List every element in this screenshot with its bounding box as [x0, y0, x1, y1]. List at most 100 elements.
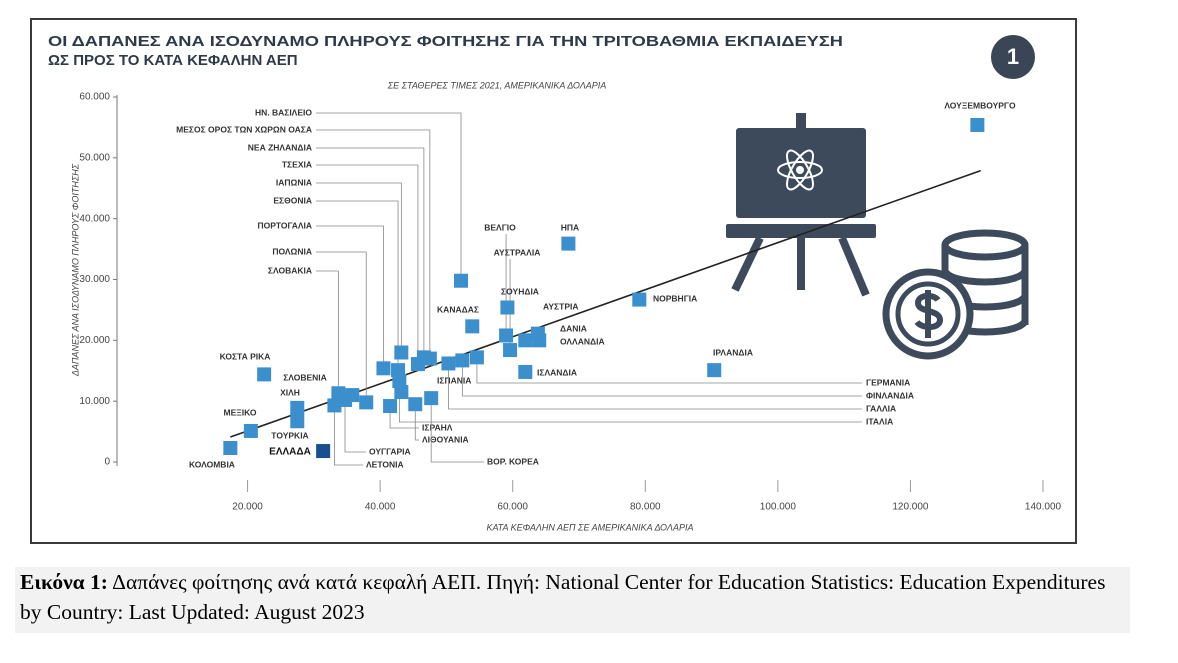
leader-line	[461, 367, 862, 397]
point	[518, 333, 533, 348]
point	[408, 397, 423, 412]
badge-number: 1	[1007, 44, 1019, 69]
x-tick-label: 100.000	[760, 502, 797, 513]
point-label: ΤΣΕΧΙΑ	[282, 159, 312, 169]
point	[499, 328, 514, 343]
leader-line	[448, 370, 862, 410]
point-label: ΦΙΝΛΑΝΔΙΑ	[866, 390, 914, 400]
x-tick-label: 20.000	[232, 502, 263, 513]
coins-icon	[882, 229, 1029, 360]
x-tick-label: 60.000	[497, 502, 528, 513]
coin-ring	[895, 281, 961, 347]
point-label: ΕΛΛΑΔΑ	[269, 447, 311, 458]
badge	[991, 35, 1035, 79]
point-label: ΙΑΠΩΝΙΑ	[276, 177, 312, 187]
chart-title: ΩΣ ΠΡΟΣ ΤΟ ΚΑΤΑ ΚΕΦΑΛΗΝ ΑΕΠ	[48, 52, 298, 69]
point	[223, 441, 238, 456]
chart: ΟΙ ΔΑΠΑΝΕΣ ΑΝΑ ΙΣΟΔΥΝΑΜΟ ΠΛΗΡΟΥΣ ΦΟΙΤΗΣΗ…	[30, 18, 1077, 544]
x-tick-label: 140.000	[1025, 502, 1062, 513]
easel-shelf	[726, 224, 876, 238]
point	[392, 374, 407, 389]
point-label: ΣΛΟΒΑΚΙΑ	[268, 265, 312, 275]
point	[383, 399, 398, 414]
point-label: ΟΥΓΓΑΡΙΑ	[369, 446, 411, 456]
point	[290, 400, 305, 415]
point	[257, 367, 272, 382]
point-label: ΠΟΛΩΝΙΑ	[272, 246, 312, 256]
point	[970, 117, 985, 132]
leader-line	[316, 129, 431, 352]
y-axis-label: ΔΑΠΑΝΕΣ ΑΝΑ ΙΣΟΔΥΝΑΜΟ ΠΛΗΡΟΥΣ ΦΟΙΤΗΣΗΣ	[70, 163, 80, 377]
leader-line	[430, 405, 484, 463]
easel-leg	[731, 236, 764, 292]
point-label: ΛΙΘΟΥΑΝΙΑ	[422, 434, 469, 444]
point	[424, 391, 439, 406]
leader-line	[316, 147, 425, 351]
point-label: ΒΕΛΓΙΟ	[484, 222, 516, 232]
point	[338, 392, 353, 407]
point-label: ΔΑΝΙΑ	[560, 323, 587, 333]
point-label: ΚΟΣΤΑ ΡΙΚΑ	[220, 351, 271, 361]
point-label: ΗΝ. ΒΑΣΙΛΕΙΟ	[255, 107, 312, 117]
leader-line	[398, 388, 862, 423]
point	[422, 351, 437, 366]
point	[394, 345, 409, 360]
leader-line	[389, 413, 419, 429]
point-label: ΟΛΛΑΝΔΙΑ	[560, 336, 605, 346]
y-tick-label: 30.000	[79, 274, 110, 285]
point-label: ΛΟΥΞΕΜΒΟΥΡΓΟ	[944, 100, 1016, 110]
point-label: ΚΑΝΑΔΑΣ	[437, 304, 479, 314]
point	[465, 319, 480, 334]
point-label: ΒΟΡ. ΚΟΡΕΑ	[487, 456, 539, 466]
point-label: ΜΕΣΟΣ ΟΡΟΣ ΤΩΝ ΧΩΡΩΝ ΟΑΣΑ	[176, 124, 312, 134]
y-tick-label: 60.000	[79, 92, 110, 103]
point-label: ΣΛΟΒΕΝΙΑ	[283, 372, 327, 382]
y-tick-label: 0	[104, 457, 110, 468]
leader-line	[316, 251, 367, 396]
point-label: ΓΑΛΛΙΑ	[866, 403, 896, 413]
y-tick-label: 10.000	[79, 396, 110, 407]
y-tick-label: 20.000	[79, 335, 110, 346]
point-label: ΙΣΛΑΝΔΙΑ	[537, 367, 577, 377]
leader-line	[316, 225, 384, 362]
point-label: ΕΣΘΟΝΙΑ	[273, 195, 312, 205]
easel-icon	[726, 113, 876, 297]
easel-top	[796, 113, 806, 129]
point-label: ΧΙΛΗ	[280, 387, 300, 397]
point	[500, 300, 515, 315]
orbit	[786, 149, 814, 191]
point-label: ΝΕΑ ΖΗΛΑΝΔΙΑ	[248, 142, 312, 152]
y-tick-label: 50.000	[79, 152, 110, 163]
point	[290, 414, 305, 429]
point-label: ΙΣΡΑΗΛ	[422, 422, 453, 432]
point-label: ΠΟΡΤΟΓΑΛΙΑ	[257, 220, 312, 230]
point	[469, 350, 484, 365]
point	[376, 361, 391, 376]
point	[632, 292, 647, 307]
atom-icon	[777, 149, 823, 191]
point	[391, 363, 406, 378]
point-label: ΛΕΤΟΝΙΑ	[366, 459, 404, 469]
point	[532, 333, 547, 348]
point-label: ΗΠΑ	[561, 222, 579, 232]
leader-line	[316, 200, 399, 364]
point	[316, 444, 331, 459]
leader-line	[316, 112, 462, 274]
point	[561, 236, 576, 251]
x-tick-label: 120.000	[892, 502, 929, 513]
chart-title: ΟΙ ΔΑΠΑΝΕΣ ΑΝΑ ΙΣΟΔΥΝΑΜΟ ΠΛΗΡΟΥΣ ΦΟΙΤΗΣΗ…	[48, 33, 843, 50]
point-label: ΑΥΣΤΡΑΛΙΑ	[494, 247, 541, 257]
leader-line	[316, 164, 419, 358]
point	[455, 353, 470, 368]
point-label: ΝΟΡΒΗΓΙΑ	[653, 293, 697, 303]
leader-line	[316, 182, 402, 346]
point	[327, 398, 342, 413]
x-axis-label: ΚΑΤΑ ΚΕΦΑΛΗΝ ΑΕΠ ΣΕ ΑΜΕΡΙΚΑΝΙΚΑ ΔΟΛΑΡΙΑ	[487, 522, 694, 532]
caption: Εικόνα 1: Δαπάνες φοίτησης ανά κατά κεφα…	[15, 567, 1130, 633]
point	[503, 343, 518, 358]
point	[359, 395, 374, 410]
x-tick-label: 80.000	[630, 502, 661, 513]
easel-leg	[838, 236, 870, 297]
nucleus	[796, 166, 804, 174]
